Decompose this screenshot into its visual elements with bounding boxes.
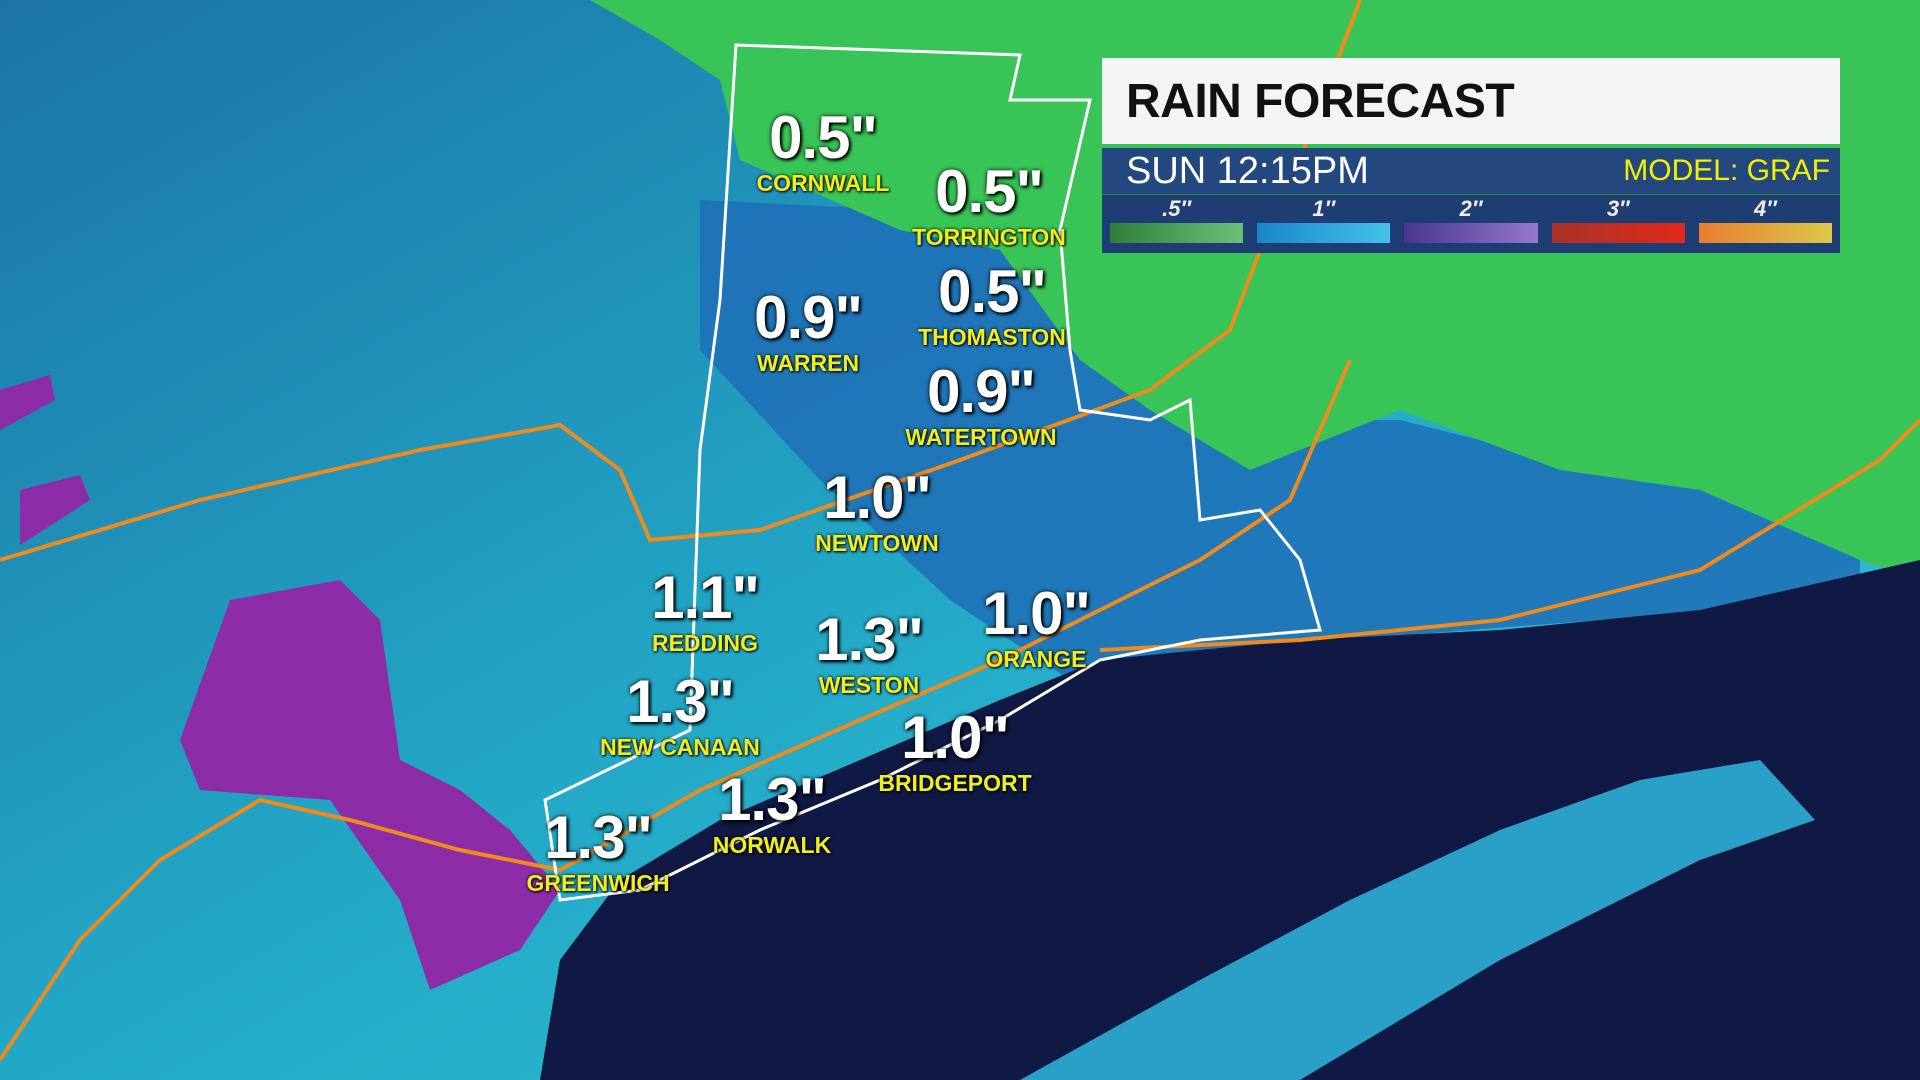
info-bar: SUN 12:15PM MODEL: GRAF bbox=[1102, 148, 1840, 195]
rain-amount: 0.5" bbox=[935, 158, 1044, 225]
city-name: WATERTOWN bbox=[905, 424, 1057, 450]
city-name: GREENWICH bbox=[526, 870, 670, 896]
city-name: NORWALK bbox=[712, 832, 832, 858]
city-forecast-greenwich: 1.3" GREENWICH bbox=[526, 804, 670, 897]
city-forecast-norwalk: 1.3" NORWALK bbox=[712, 766, 832, 859]
long-island-sound bbox=[540, 560, 1920, 1080]
rain-amount: 1.3" bbox=[626, 668, 735, 735]
rain-amount: 1.3" bbox=[544, 804, 653, 871]
legend-item: 4″ bbox=[1698, 195, 1833, 253]
forecast-panel: RAIN FORECAST SUN 12:15PM MODEL: GRAF .5… bbox=[1102, 58, 1840, 253]
legend-swatch bbox=[1404, 223, 1538, 243]
rain-amount: 1.3" bbox=[815, 606, 924, 673]
city-name: REDDING bbox=[651, 630, 759, 656]
rain-purple-area bbox=[180, 580, 560, 990]
legend-swatch bbox=[1257, 223, 1391, 243]
rain-amount: 0.5" bbox=[938, 258, 1047, 325]
rain-green-area bbox=[590, 0, 1920, 580]
city-forecast-orange: 1.0" ORANGE bbox=[982, 580, 1091, 673]
title-bar: RAIN FORECAST bbox=[1102, 58, 1840, 144]
legend-label: 3″ bbox=[1606, 196, 1630, 221]
legend-item: 3″ bbox=[1551, 195, 1685, 253]
city-forecast-cornwall: 0.5" CORNWALL bbox=[756, 104, 890, 197]
city-name: THOMASTON bbox=[918, 324, 1066, 350]
city-forecast-weston: 1.3" WESTON bbox=[815, 606, 924, 699]
legend-swatch bbox=[1110, 223, 1244, 243]
city-name: CORNWALL bbox=[756, 170, 890, 196]
connecticut-border bbox=[543, 43, 1322, 902]
city-name: NEWTOWN bbox=[815, 530, 939, 556]
city-name: TORRINGTON bbox=[912, 224, 1066, 250]
rain-amount: 1.0" bbox=[982, 580, 1091, 647]
forecast-time: SUN 12:15PM bbox=[1126, 149, 1369, 192]
city-name: WESTON bbox=[818, 672, 920, 698]
city-forecast-redding: 1.1" REDDING bbox=[651, 564, 760, 657]
rain-amount: 1.3" bbox=[718, 766, 827, 833]
legend-swatch bbox=[1551, 223, 1685, 243]
legend-item: .5″ bbox=[1110, 195, 1244, 253]
city-forecast-new-canaan: 1.3" NEW CANAAN bbox=[600, 668, 760, 761]
rain-purple-area bbox=[0, 375, 90, 545]
long-island bbox=[1020, 760, 1815, 1080]
legend-item: 2″ bbox=[1404, 195, 1538, 253]
rain-amount: 0.5" bbox=[769, 104, 878, 171]
legend-label: 2″ bbox=[1459, 196, 1483, 221]
city-name: WARREN bbox=[756, 350, 860, 376]
legend-label: .5″ bbox=[1162, 196, 1192, 221]
legend-item: 1″ bbox=[1257, 195, 1391, 253]
city-name: NEW CANAAN bbox=[600, 734, 760, 760]
city-name: ORANGE bbox=[985, 646, 1087, 672]
legend-label: 1″ bbox=[1312, 196, 1336, 221]
rain-amount: 0.9" bbox=[754, 284, 863, 351]
legend-label: 4″ bbox=[1754, 196, 1777, 221]
city-name: BRIDGEPORT bbox=[878, 770, 1032, 796]
legend-swatch bbox=[1698, 223, 1833, 243]
city-forecast-thomaston: 0.5" THOMASTON bbox=[918, 258, 1066, 351]
city-forecast-bridgeport: 1.0" BRIDGEPORT bbox=[878, 704, 1032, 797]
rain-amount: 1.0" bbox=[823, 464, 932, 531]
city-forecast-torrington: 0.5" TORRINGTON bbox=[912, 158, 1066, 251]
city-forecast-watertown: 0.9" WATERTOWN bbox=[905, 358, 1057, 451]
city-forecast-newtown: 1.0" NEWTOWN bbox=[815, 464, 939, 557]
rain-amount: 1.1" bbox=[651, 564, 760, 631]
model-label: MODEL: GRAF bbox=[1623, 154, 1830, 187]
city-forecast-warren: 0.9" WARREN bbox=[754, 284, 863, 377]
rain-amount: 0.9" bbox=[927, 358, 1036, 425]
panel-title: RAIN FORECAST bbox=[1126, 74, 1515, 128]
rain-legend: .5″ 1″ 2″ 3″ 4″ bbox=[1102, 195, 1840, 253]
rain-amount: 1.0" bbox=[901, 704, 1010, 771]
